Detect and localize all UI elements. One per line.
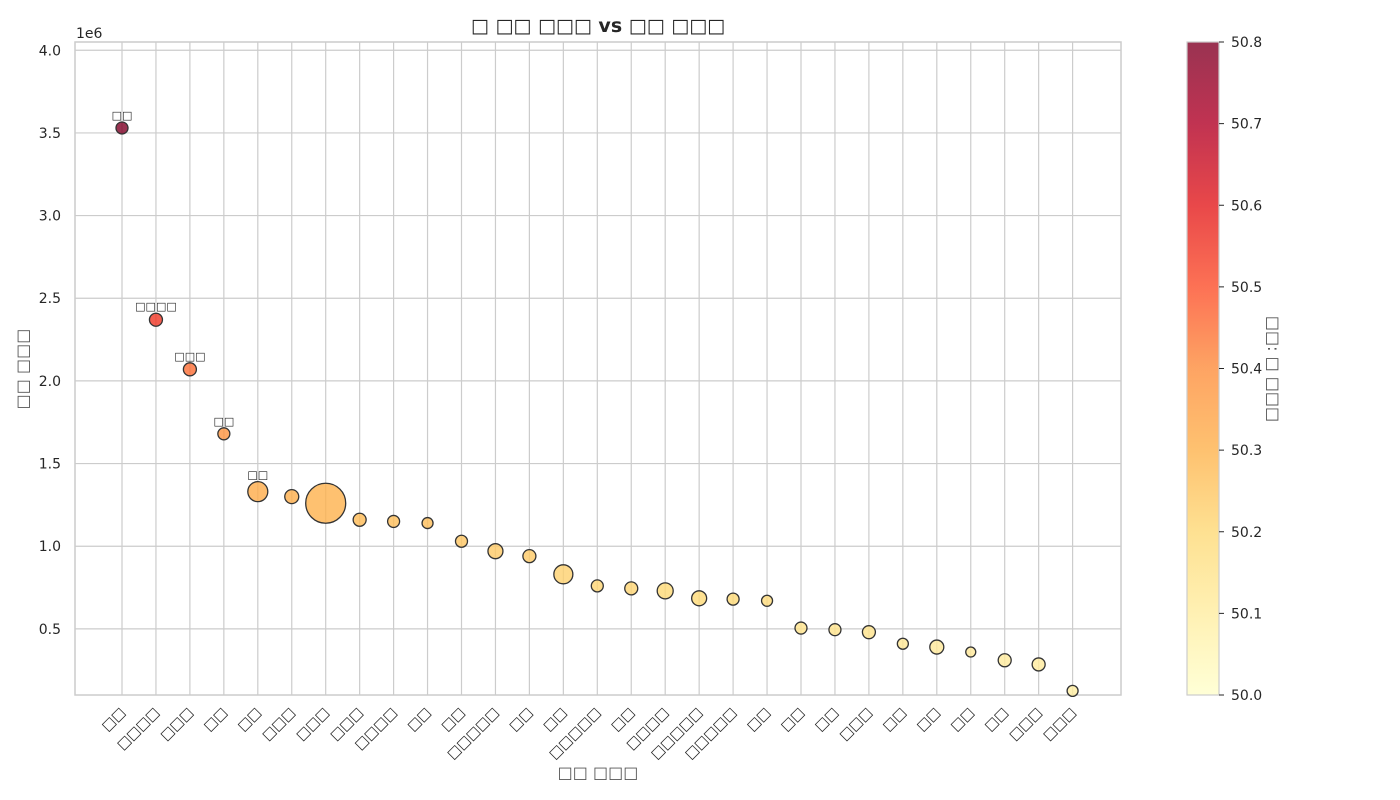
point-annotation: □□□ — [174, 350, 205, 363]
colorbar-tick-label: 50.6 — [1231, 198, 1262, 214]
x-tick-label: □□ — [778, 705, 808, 735]
scatter-point — [487, 543, 504, 560]
y-tick-label: 1.5 — [39, 457, 61, 473]
x-tick-label: □□ — [744, 705, 774, 735]
plot-frame — [74, 41, 1122, 696]
x-tick-label: □□□ — [293, 705, 332, 744]
scatter-point — [284, 488, 300, 505]
point-annotation: □□□□ — [135, 300, 177, 313]
y-tick-label: 4.0 — [39, 43, 61, 59]
colorbar-tick-label: 50.0 — [1231, 688, 1262, 704]
x-tick-label: □□ — [201, 705, 231, 735]
colorbar-tick-label: 50.4 — [1231, 362, 1262, 378]
y-tick-label: 2.5 — [39, 291, 61, 307]
y-tick-label: 2.0 — [39, 374, 61, 390]
scatter-point — [590, 579, 604, 593]
scatter-point — [726, 592, 740, 606]
x-tick-label: □□ — [948, 705, 978, 735]
colorbar-gradient — [1186, 41, 1220, 696]
scatter-point — [454, 534, 469, 548]
x-tick-label: □□□ — [1006, 705, 1045, 744]
colorbar-tick-label: 50.8 — [1231, 35, 1262, 51]
scatter-point — [421, 516, 434, 530]
scatter-point — [522, 548, 537, 564]
scatter-point — [1031, 657, 1046, 672]
plot-background — [75, 42, 1121, 695]
x-tick-label: □□□ — [1040, 705, 1079, 744]
scatter-point — [553, 564, 574, 585]
x-axis-title: □□ □□□ — [558, 763, 639, 782]
scatter-point — [896, 637, 909, 650]
point-annotation: □□ — [247, 469, 268, 482]
scatter-point — [861, 625, 877, 640]
y-axis-title: □□ □□□ — [13, 329, 32, 410]
y-tick-label: 1.0 — [39, 539, 61, 555]
scatter-point — [386, 514, 401, 529]
colorbar-tick-label: 50.2 — [1231, 525, 1262, 541]
colorbar-tick-label: 50.5 — [1231, 280, 1262, 296]
scatter-point — [965, 646, 977, 658]
plot-area: 0.51.01.52.02.53.03.54.0□□□□□□□□□ □□ □□□□□… — [39, 41, 1122, 763]
colorbar-title: □□: □ □□□ — [1264, 316, 1283, 422]
x-tick-label: □□□ — [259, 705, 298, 744]
scatter-point — [1066, 684, 1079, 698]
colorbar-tick-label: 50.3 — [1231, 443, 1262, 459]
scatter-point — [997, 653, 1012, 668]
scatter-point — [115, 121, 129, 135]
scatter-point — [148, 312, 164, 327]
y-tick-label: 0.5 — [39, 622, 61, 638]
x-tick-label: □□ — [880, 705, 910, 735]
y-tick-label: 3.0 — [39, 209, 61, 225]
scatter-point — [691, 590, 708, 607]
scatter-point — [247, 481, 269, 503]
x-tick-label: □□ — [540, 705, 570, 735]
scatter-point — [624, 581, 639, 596]
x-tick-label: □□ — [99, 705, 129, 735]
x-tick-label: □□ — [506, 705, 536, 735]
scatter-point — [929, 639, 945, 655]
scatter-point — [182, 362, 198, 377]
scatter-point — [305, 482, 347, 524]
x-tick-label: □□□ — [157, 705, 196, 744]
chart-title: □ □□ □□□ vs □□ □□□ — [471, 15, 725, 37]
point-annotation: □□ — [112, 109, 133, 122]
colorbar-tick-label: 50.1 — [1231, 606, 1262, 622]
x-tick-label: □□ — [438, 705, 468, 735]
colorbar: 50.0 50.1 50.2 50.3 50.4 50.5 50.6 50.7 50.8 — [1186, 35, 1262, 704]
x-tick-label: □□ — [608, 705, 638, 735]
x-tick-label: □□□ — [836, 705, 875, 744]
y-tick-label: 3.5 — [39, 126, 61, 142]
x-tick-label: □□ — [812, 705, 842, 735]
x-tick-label: □□ — [404, 705, 434, 735]
y-offset-label: 1e6 — [76, 26, 103, 42]
x-tick-label: □□ — [981, 705, 1011, 735]
colorbar-tick-label: 50.7 — [1231, 117, 1262, 133]
x-tick-label: □□ — [235, 705, 265, 735]
scatter-point — [794, 621, 808, 635]
scatter-point — [656, 582, 674, 600]
scatter-point — [352, 512, 367, 527]
x-tick-label: □□ — [914, 705, 944, 735]
scatter-point — [828, 623, 842, 637]
scatter-point — [760, 594, 774, 607]
scatter-point — [217, 427, 231, 441]
point-annotation: □□ — [213, 415, 234, 428]
